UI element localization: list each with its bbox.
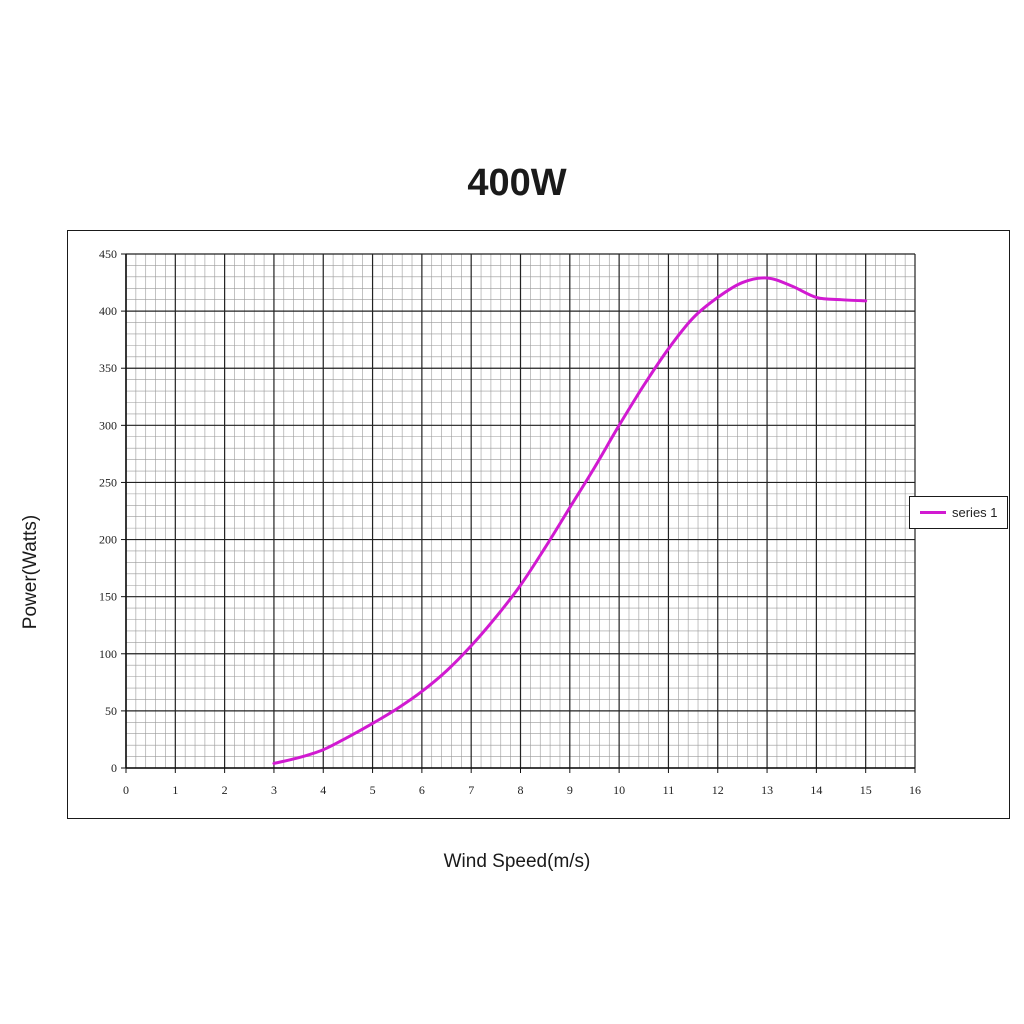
x-tick-label: 14 [810,783,822,797]
x-tick-label: 2 [222,783,228,797]
chart-title: 400W [467,162,567,204]
y-tick-label: 200 [99,533,117,547]
y-tick-label: 350 [99,361,117,375]
x-tick-label: 11 [663,783,675,797]
x-tick-label: 10 [613,783,625,797]
x-tick-label: 1 [172,783,178,797]
x-tick-labels: 0 1 2 3 4 5 6 7 8 9 10 11 12 13 14 15 16 [123,783,921,797]
x-tick-label: 8 [518,783,524,797]
x-tick-label: 4 [320,783,326,797]
x-tick-label: 13 [761,783,773,797]
x-tick-label: 15 [860,783,872,797]
x-tick-label: 9 [567,783,573,797]
y-tick-label: 250 [99,475,117,489]
x-tick-label: 6 [419,783,425,797]
y-tick-label: 400 [99,304,117,318]
x-tick-label: 5 [370,783,376,797]
x-tick-label: 0 [123,783,129,797]
chart-frame [67,230,1010,819]
x-tick-label: 7 [468,783,474,797]
legend-label: series 1 [952,505,998,520]
y-tick-label: 0 [111,761,117,775]
x-axis-label: Wind Speed(m/s) [443,851,591,872]
y-tick-labels: 0 50 100 150 200 250 300 350 400 450 [99,247,117,775]
series-layer [272,276,868,765]
axes [121,253,916,773]
y-tick-label: 150 [99,590,117,604]
y-tick-label: 300 [99,418,117,432]
y-tick-label: 450 [99,247,117,261]
x-tick-label: 3 [271,783,277,797]
y-axis-label: Power(Watts) [20,514,41,630]
y-tick-label: 50 [105,704,117,718]
legend-swatch [920,511,946,514]
x-tick-label: 12 [712,783,724,797]
x-tick-label: 16 [909,783,921,797]
y-tick-label: 100 [99,647,117,661]
legend: series 1 [909,496,1008,529]
